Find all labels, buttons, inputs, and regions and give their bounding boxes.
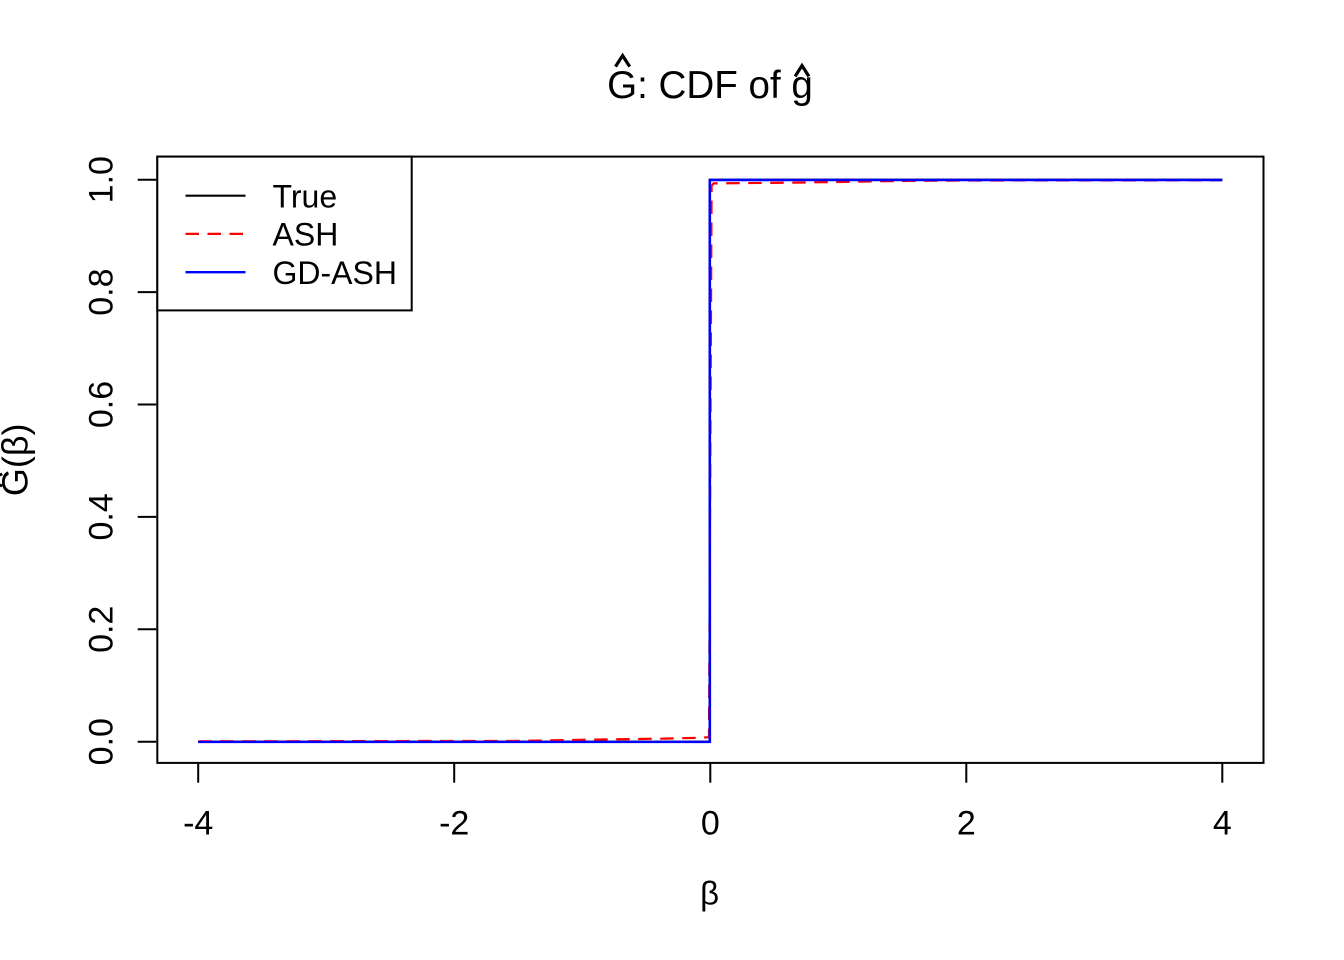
svg-text:1.0: 1.0: [83, 156, 121, 203]
svg-text:0.2: 0.2: [83, 606, 121, 653]
svg-text:0.6: 0.6: [83, 381, 121, 428]
svg-text:0.4: 0.4: [83, 493, 121, 540]
svg-text:G: CDF of g: G: CDF of g: [607, 64, 813, 107]
svg-text:G(β): G(β): [0, 423, 36, 496]
svg-text:4: 4: [1213, 805, 1232, 843]
svg-text:2: 2: [957, 805, 976, 843]
svg-text:0: 0: [701, 805, 720, 843]
svg-text:0.8: 0.8: [83, 268, 121, 315]
svg-text:ASH: ASH: [273, 217, 339, 253]
svg-text:-2: -2: [439, 805, 469, 843]
svg-text:-4: -4: [183, 805, 213, 843]
svg-text:GD-ASH: GD-ASH: [273, 255, 397, 291]
svg-text:0.0: 0.0: [83, 718, 121, 765]
svg-text:True: True: [273, 178, 338, 214]
svg-text:β: β: [700, 875, 719, 912]
